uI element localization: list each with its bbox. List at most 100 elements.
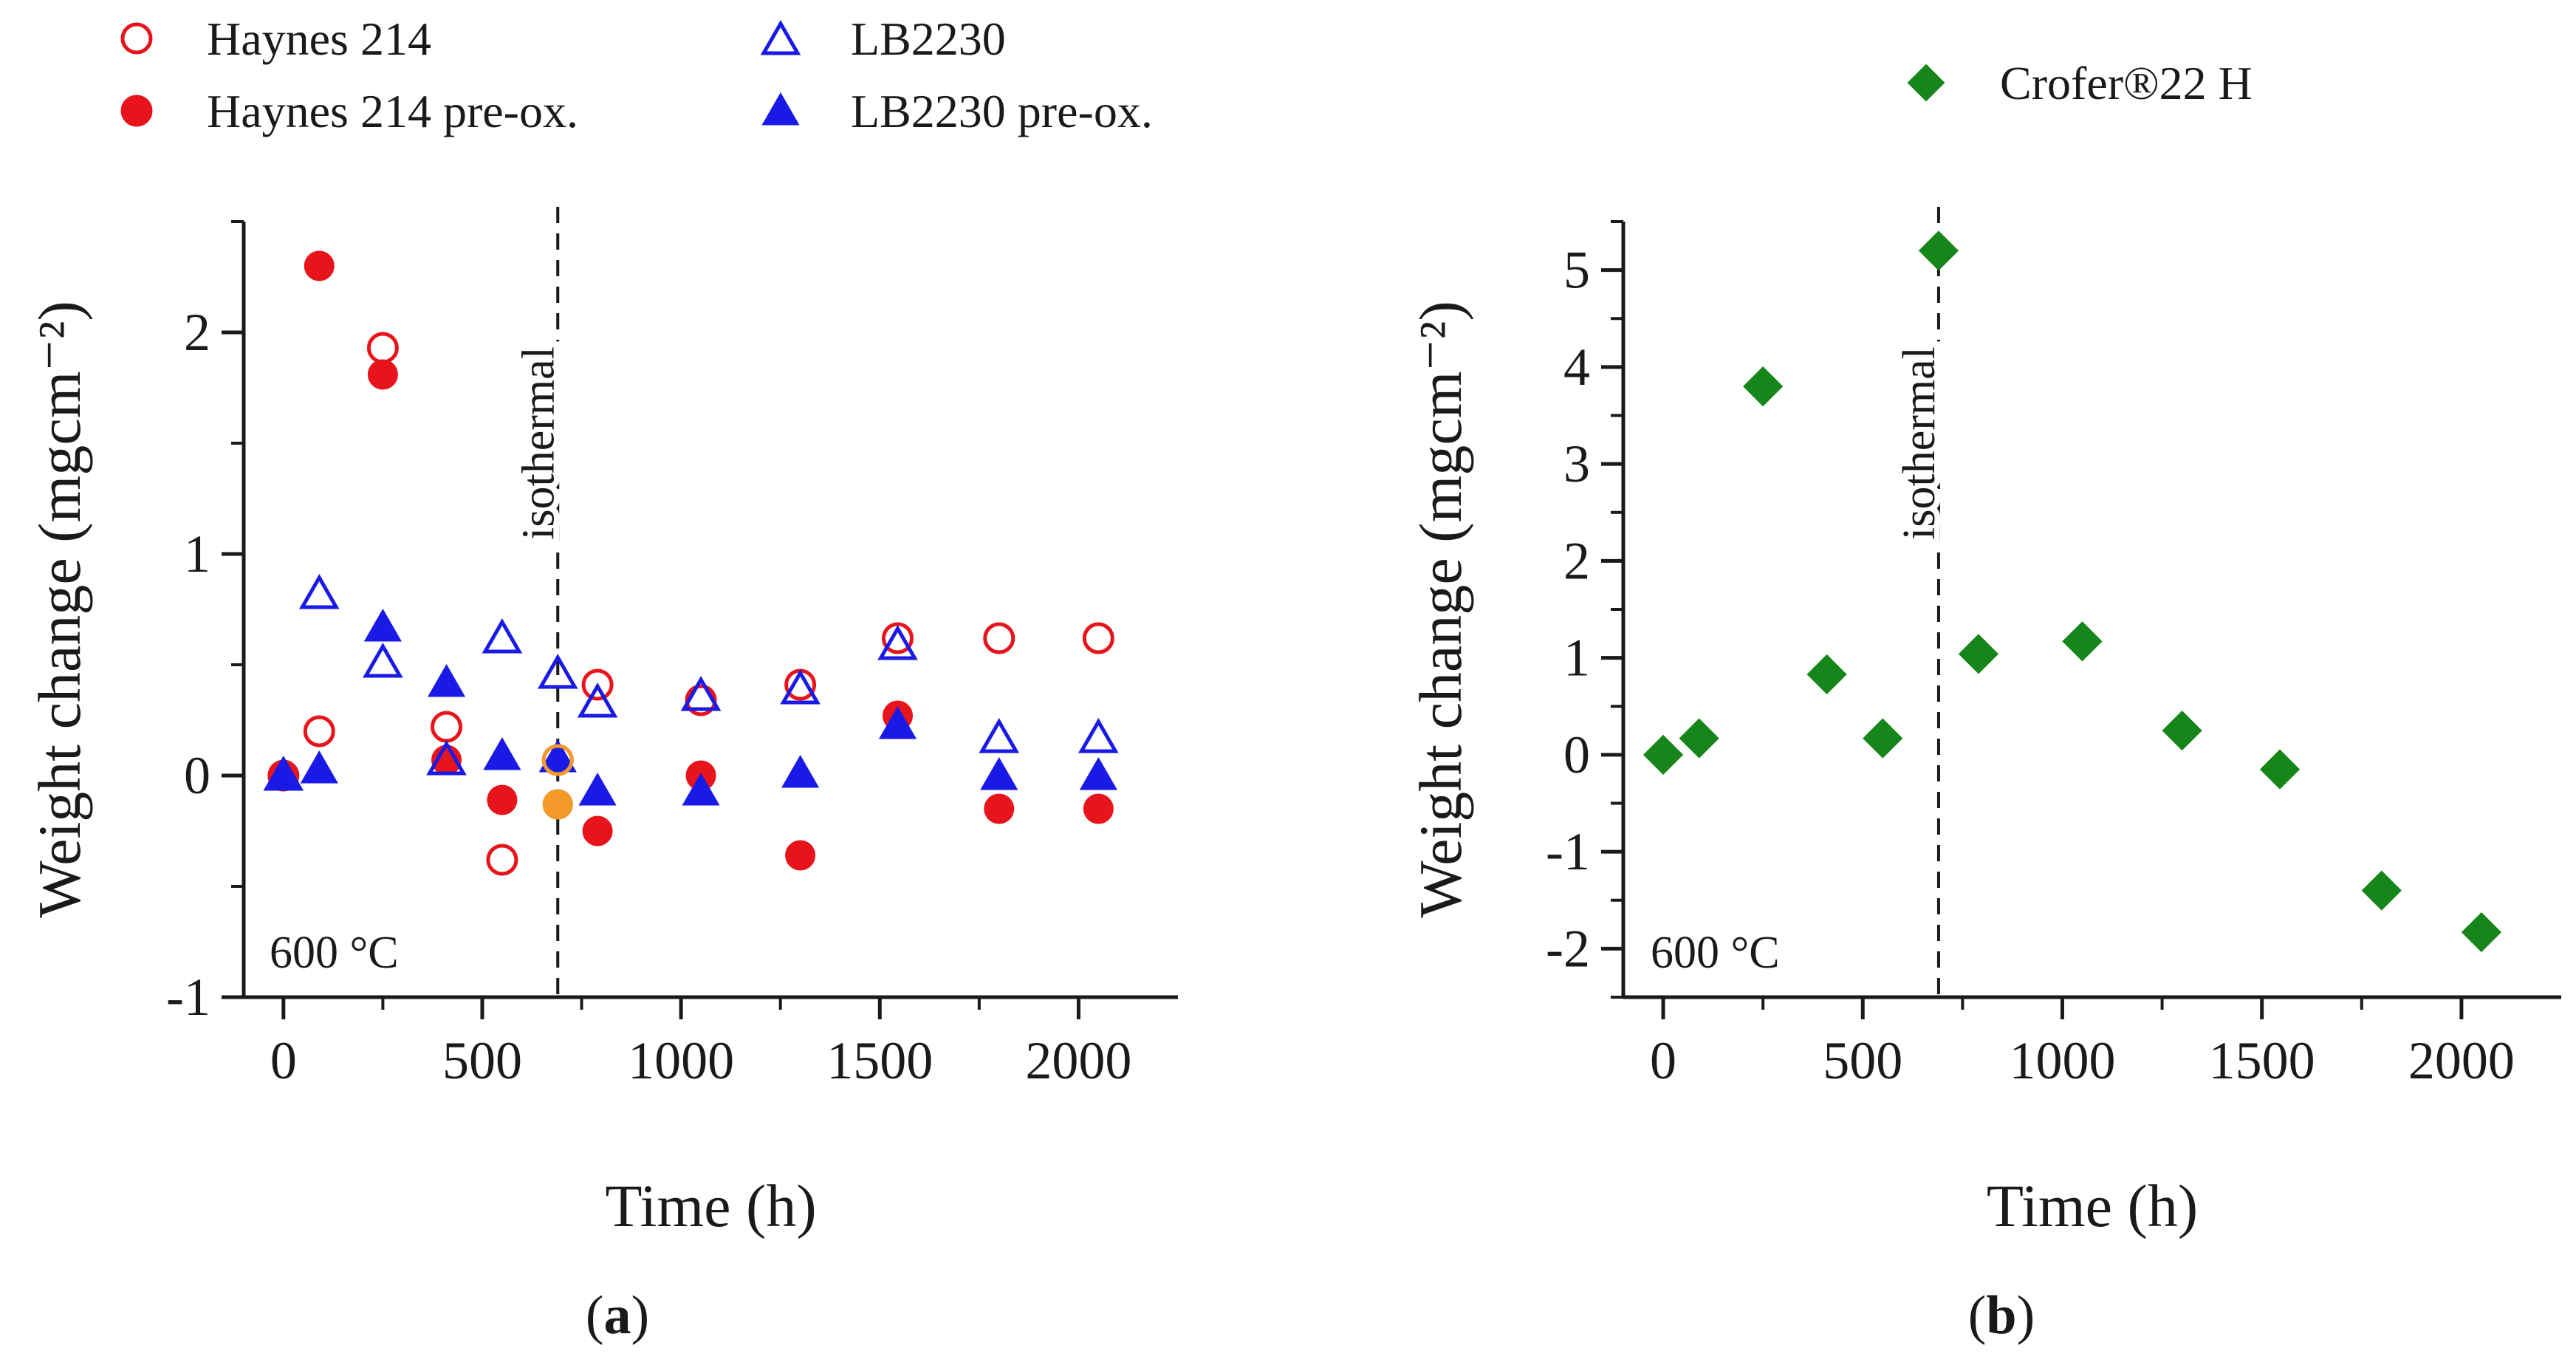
legend-marker-haynes-214: [120, 22, 153, 55]
y-tick-label: 2: [184, 303, 210, 362]
point-lb2230: [1078, 717, 1119, 753]
point-haynes-214: [486, 844, 518, 876]
panel-label-a: (a): [586, 1285, 649, 1346]
chart-panel-a: 0 500 1000 1500 2000 -1 0 1 2 Weight change (mgc…: [26, 207, 1178, 1239]
y-tick-label: 0: [1563, 725, 1590, 784]
point-haynes-214: [431, 711, 463, 743]
point-lb2230: [482, 618, 523, 654]
legend-a-item-3: LB2230 pre-ox.: [761, 85, 1153, 137]
x-axis-label-a: Time (h): [605, 1172, 816, 1239]
x-tick-label: 500: [1823, 1031, 1902, 1090]
point-haynes-214-pre-ox: [984, 793, 1015, 824]
chart-panel-b: 0 500 1000 1500 2000 -2 -1 0 1 2 3 4 5 Weight change…: [1407, 207, 2561, 1239]
x-tick-label: 2000: [1025, 1031, 1131, 1090]
legend-label-lb2230-pre-ox: LB2230 pre-ox.: [851, 85, 1153, 137]
axes-b: 0 500 1000 1500 2000 -2 -1 0 1 2 3 4 5: [1546, 220, 2561, 1090]
point-haynes-214: [685, 684, 717, 716]
point-haynes-214-pre-ox: [582, 815, 613, 846]
y-tick-label: -1: [1546, 822, 1590, 881]
y-tick-label: 1: [1563, 629, 1590, 688]
point-lb2230: [298, 573, 340, 609]
point-lb2230-pre-ox: [300, 750, 338, 784]
legend-label-haynes-214-pre-ox: Haynes 214 pre-ox.: [207, 85, 578, 137]
point-lb2230-pre-ox: [483, 736, 521, 770]
point-haynes-214-pre-ox: [304, 250, 335, 281]
temperature-annotation-b: 600 °C: [1651, 928, 1780, 978]
point-lb2230: [680, 675, 722, 711]
legend-marker-lb2230-pre-ox: [761, 92, 800, 126]
point-haynes-214: [303, 715, 335, 748]
isothermal-annotation-a: isothermal: [513, 346, 564, 540]
point-lb2230-pre-ox: [578, 772, 617, 806]
point-lb2230-pre-ox: [878, 705, 917, 739]
highlight-point: [542, 789, 573, 820]
isothermal-annotation-b: isothermal: [1894, 346, 1945, 540]
legend-marker-haynes-214-pre-ox: [120, 95, 153, 127]
point-lb2230-pre-ox: [1079, 756, 1117, 790]
y-axis-label-b: Weight change (mgcm⁻²): [1407, 301, 1474, 917]
point-lb2230-pre-ox: [427, 663, 466, 697]
point-crofer-22-h: [2162, 710, 2202, 751]
legend-a-item-0: Haynes 214: [120, 13, 431, 65]
y-tick-label: -1: [166, 968, 210, 1027]
point-haynes-214-pre-ox: [367, 359, 398, 390]
legend-label-lb2230: LB2230: [851, 13, 1006, 65]
point-crofer-22-h: [1806, 654, 1847, 695]
point-haynes-214: [1082, 622, 1114, 654]
point-haynes-214: [882, 622, 914, 654]
y-tick-label: 1: [184, 524, 210, 584]
point-lb2230-pre-ox: [264, 756, 303, 790]
temperature-annotation-a: 600 °C: [270, 928, 399, 978]
point-haynes-214-pre-ox: [1083, 793, 1114, 824]
point-haynes-214: [983, 622, 1015, 654]
marks-b: [1642, 207, 2502, 997]
point-crofer-22-h: [1743, 366, 1784, 407]
point-lb2230: [877, 624, 918, 660]
legend-a-item-1: Haynes 214 pre-ox.: [120, 85, 578, 137]
x-tick-label: 1000: [2009, 1031, 2115, 1090]
legend-b: Crofer®22 H: [1907, 57, 2253, 109]
legend-label-crofer-22-h: Crofer®22 H: [2000, 57, 2253, 109]
y-tick-label: 2: [1563, 531, 1590, 590]
point-crofer-22-h: [1918, 230, 1959, 271]
y-tick-label: 0: [184, 746, 210, 805]
legend-a-item-2: LB2230: [760, 13, 1006, 65]
y-tick-label: 3: [1563, 434, 1590, 493]
legend-marker-lb2230: [760, 19, 801, 55]
point-crofer-22-h: [2361, 870, 2402, 911]
legend-marker-crofer-22-h: [1907, 64, 1945, 102]
point-haynes-214-pre-ox: [785, 840, 816, 871]
point-lb2230: [537, 653, 578, 689]
point-lb2230: [979, 717, 1020, 753]
point-haynes-214-pre-ox: [487, 784, 518, 815]
point-lb2230-pre-ox: [538, 739, 577, 773]
x-tick-label: 500: [442, 1031, 522, 1090]
x-tick-label: 0: [1650, 1031, 1676, 1090]
point-lb2230-pre-ox: [363, 608, 402, 642]
point-crofer-22-h: [1679, 718, 1719, 759]
y-tick-label: -2: [1546, 919, 1590, 978]
point-lb2230-pre-ox: [682, 772, 720, 806]
marks-a: [263, 207, 1119, 997]
point-crofer-22-h: [1958, 634, 1999, 674]
point-lb2230: [780, 668, 821, 705]
panel-label-b: (b): [1968, 1285, 2035, 1346]
x-tick-label: 1500: [826, 1031, 933, 1090]
x-tick-label: 1500: [2209, 1031, 2315, 1090]
y-axis-label-a: Weight change (mgcm⁻²): [26, 301, 93, 917]
point-lb2230-pre-ox: [980, 756, 1018, 790]
x-axis-label-b: Time (h): [1987, 1172, 2198, 1239]
point-crofer-22-h: [2461, 911, 2502, 953]
point-lb2230: [577, 682, 618, 718]
point-lb2230: [363, 642, 403, 678]
axes-a: 0 500 1000 1500 2000 -1 0 1 2: [166, 220, 1178, 1090]
point-lb2230: [426, 739, 467, 776]
point-crofer-22-h: [1863, 718, 1903, 759]
x-tick-label: 2000: [2408, 1031, 2515, 1090]
x-tick-label: 1000: [628, 1031, 734, 1090]
y-tick-label: 5: [1563, 241, 1590, 300]
point-crofer-22-h: [2062, 621, 2103, 662]
highlight-point: [541, 744, 574, 776]
x-tick-label: 0: [270, 1031, 297, 1090]
